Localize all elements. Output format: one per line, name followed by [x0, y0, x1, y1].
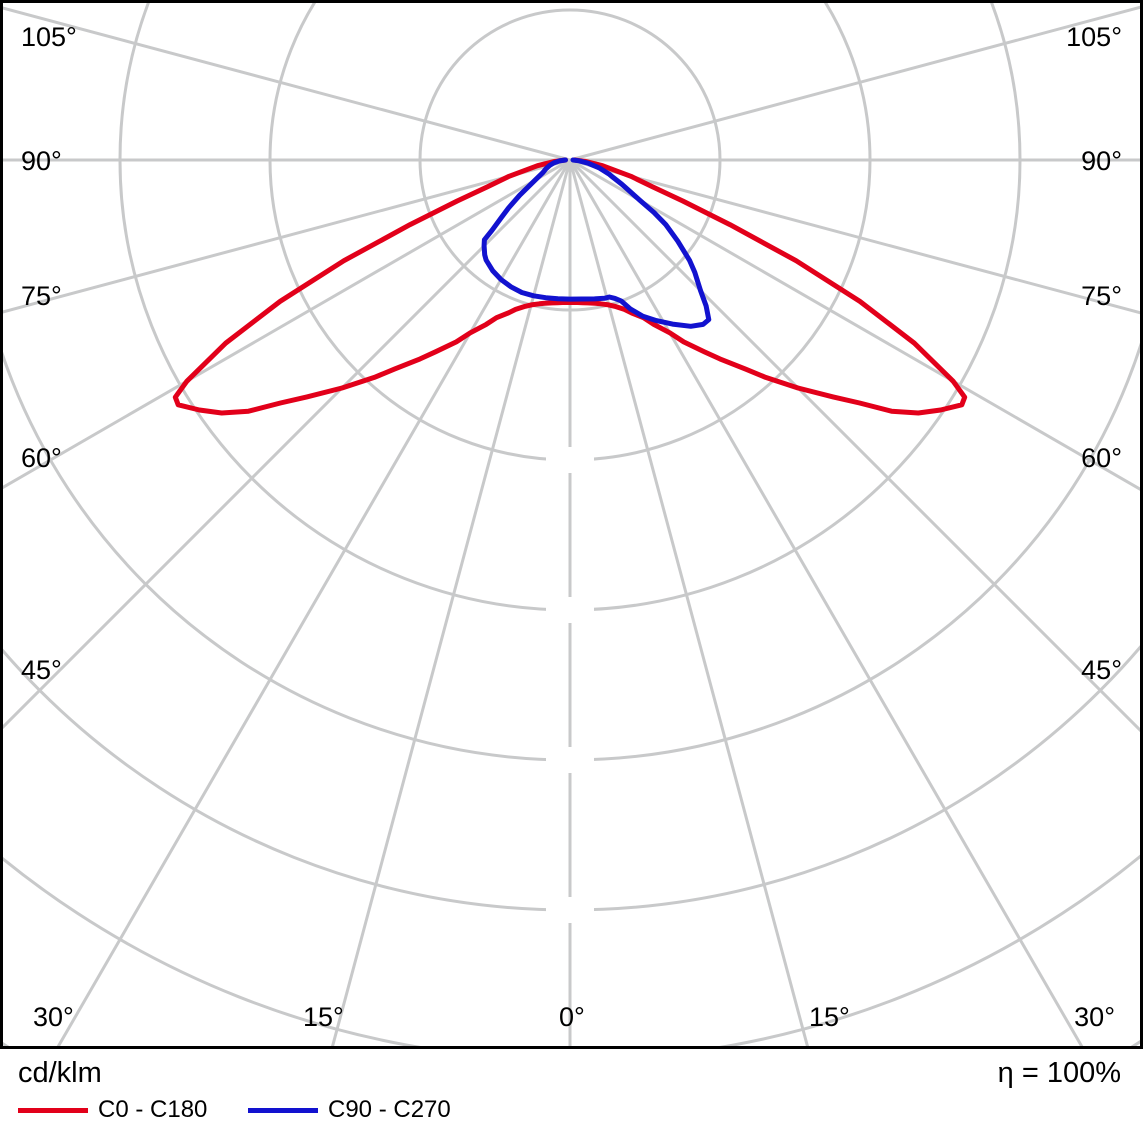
- angle-label: 15°: [303, 1002, 344, 1032]
- angle-label: 30°: [1074, 1002, 1115, 1032]
- legend-item-c0-c180: C0 - C180: [18, 1095, 207, 1125]
- polar-grid-and-curves: [3, 3, 1140, 1046]
- angle-label: 0°: [559, 1002, 585, 1032]
- angle-label: 45°: [21, 655, 62, 685]
- polar-plot: 105° 105° 90° 90° 75° 75° 60° 60° 45° 45° 30° 30° 15…: [0, 0, 1143, 1049]
- legend-line-red: [18, 1107, 88, 1113]
- angle-label: 15°: [809, 1002, 850, 1032]
- legend-line-blue: [248, 1107, 318, 1113]
- angle-label: 45°: [1081, 655, 1122, 685]
- angle-label: 75°: [21, 281, 62, 311]
- legend-item-c90-c270: C90 - C270: [248, 1095, 451, 1125]
- angle-label: 60°: [21, 443, 62, 473]
- angle-label: 60°: [1081, 443, 1122, 473]
- efficiency-label: η = 100%: [997, 1057, 1121, 1089]
- angle-label: 75°: [1081, 281, 1122, 311]
- angle-label: 105°: [21, 22, 77, 52]
- footer: cd/klm η = 100% C0 - C180 C90 - C270: [0, 1049, 1143, 1143]
- angle-label: 105°: [1066, 22, 1122, 52]
- legend-label-c0-c180: C0 - C180: [98, 1096, 208, 1123]
- unit-label: cd/klm: [18, 1057, 102, 1089]
- angle-label: 90°: [21, 146, 62, 176]
- legend-label-c90-c270: C90 - C270: [328, 1096, 451, 1123]
- angle-label: 30°: [33, 1002, 74, 1032]
- angle-label: 90°: [1081, 146, 1122, 176]
